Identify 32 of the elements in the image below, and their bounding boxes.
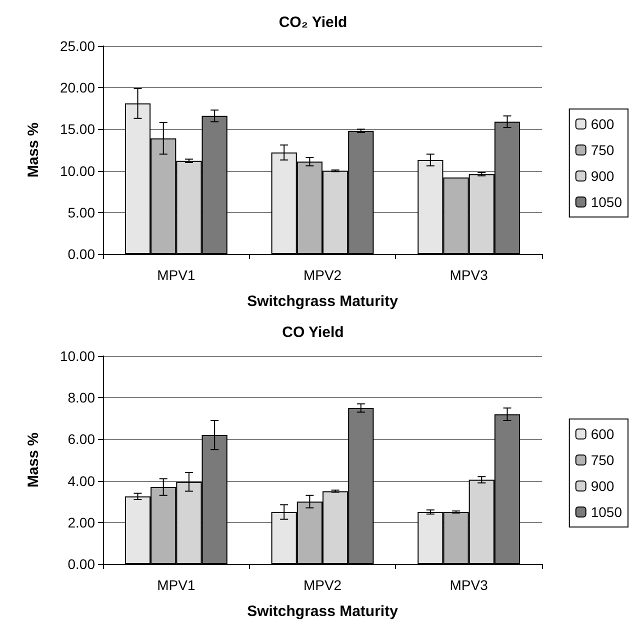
x-tick-label: MPV2 (303, 267, 342, 283)
x-tick-label: MPV3 (450, 267, 488, 283)
legend-label: 600 (590, 116, 614, 132)
legend-label: 900 (590, 168, 614, 184)
x-tick-label: MPV1 (157, 577, 196, 593)
y-tick-label: 0.00 (68, 246, 96, 262)
y-tick-label: 8.00 (68, 390, 96, 406)
chart-title: CO Yield (282, 324, 344, 341)
y-axis-title: Mass % (25, 432, 42, 488)
chart-title: CO₂ Yield (278, 14, 348, 31)
y-tick-label: 2.00 (68, 514, 96, 530)
y-tick-label: 25.00 (60, 38, 96, 54)
legend-label: 750 (590, 142, 614, 158)
y-tick-label: 10.00 (60, 162, 96, 179)
legend-label: 900 (590, 478, 614, 494)
x-tick-label: MPV1 (157, 267, 196, 283)
x-axis-title: Switchgrass Maturity (247, 603, 399, 620)
x-axis-title: Switchgrass Maturity (247, 293, 399, 310)
x-tick-label: MPV3 (450, 577, 488, 593)
legend-label: 750 (590, 452, 614, 468)
y-tick-label: 5.00 (68, 204, 96, 220)
y-tick-label: 0.00 (68, 556, 96, 572)
y-tick-label: 6.00 (68, 431, 96, 448)
legend-label: 600 (590, 426, 614, 442)
y-tick-label: 15.00 (60, 121, 96, 138)
legend-label: 1050 (590, 504, 622, 520)
y-tick-label: 20.00 (60, 80, 96, 96)
legend-label: 1050 (590, 194, 622, 210)
y-tick-label: 4.00 (68, 472, 96, 489)
x-tick-label: MPV2 (303, 577, 342, 593)
y-tick-label: 10.00 (60, 348, 96, 364)
y-axis-title: Mass % (25, 122, 42, 178)
